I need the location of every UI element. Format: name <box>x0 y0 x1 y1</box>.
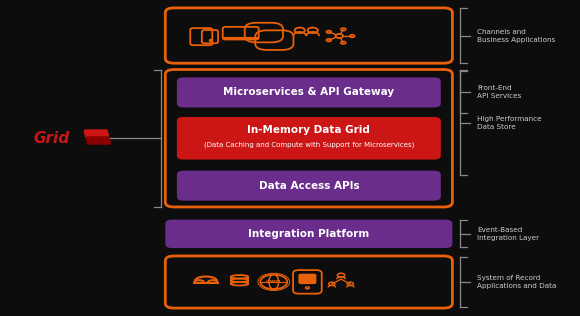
Text: High Performance
Data Store: High Performance Data Store <box>477 116 542 130</box>
Text: Grid: Grid <box>34 131 70 146</box>
Text: Microservices & API Gateway: Microservices & API Gateway <box>223 88 394 97</box>
FancyBboxPatch shape <box>84 129 108 134</box>
FancyBboxPatch shape <box>177 77 441 107</box>
Text: (Data Caching and Compute with Support for Microservices): (Data Caching and Compute with Support f… <box>204 141 414 148</box>
FancyBboxPatch shape <box>165 256 452 308</box>
FancyBboxPatch shape <box>165 8 452 63</box>
Text: In-Memory Data Grid: In-Memory Data Grid <box>248 125 370 135</box>
Text: www: www <box>266 279 281 284</box>
FancyBboxPatch shape <box>299 274 317 284</box>
FancyBboxPatch shape <box>86 140 111 145</box>
Text: System of Record
Applications and Data: System of Record Applications and Data <box>477 275 557 289</box>
FancyBboxPatch shape <box>177 117 441 160</box>
Text: Event-Based
Integration Layer: Event-Based Integration Layer <box>477 227 539 240</box>
FancyBboxPatch shape <box>86 136 110 141</box>
FancyBboxPatch shape <box>165 70 452 207</box>
Text: Data Access APIs: Data Access APIs <box>259 181 359 191</box>
FancyBboxPatch shape <box>85 133 109 138</box>
Text: Integration Platform: Integration Platform <box>248 229 369 239</box>
FancyBboxPatch shape <box>177 171 441 201</box>
Text: Front-End
API Services: Front-End API Services <box>477 85 522 99</box>
Text: Channels and
Business Applications: Channels and Business Applications <box>477 29 556 43</box>
FancyBboxPatch shape <box>165 220 452 248</box>
